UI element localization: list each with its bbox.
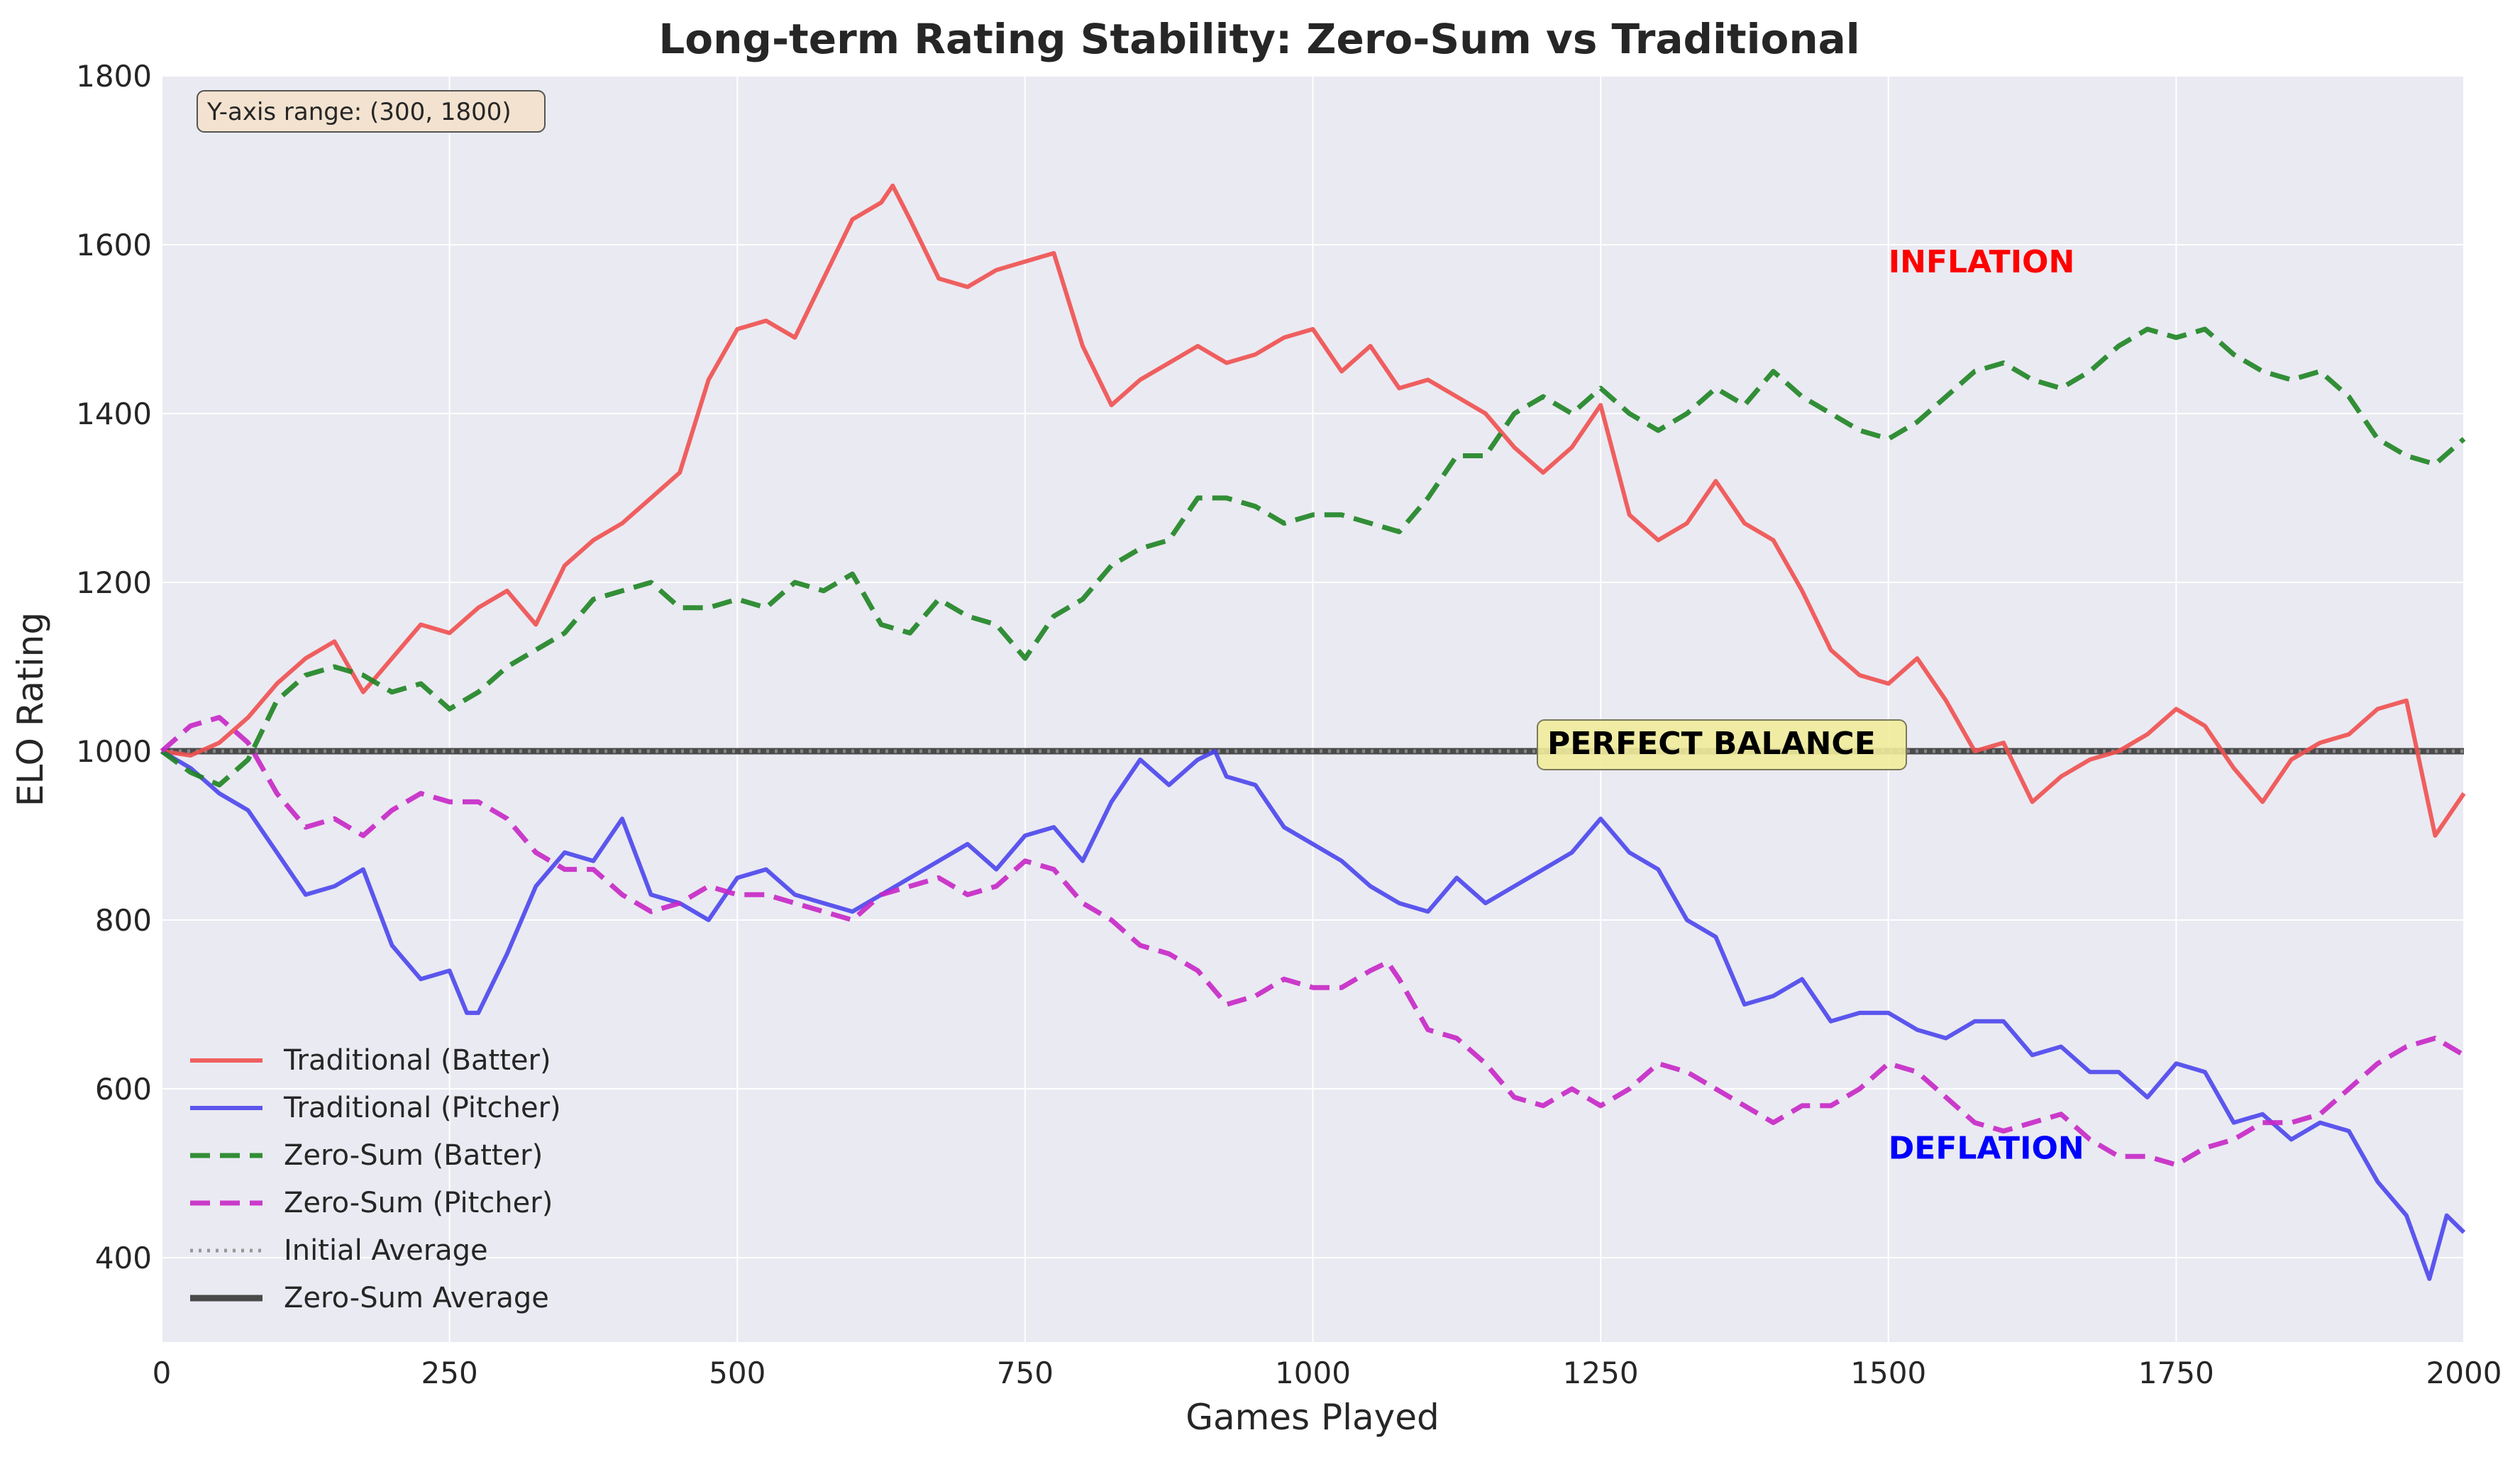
series-zero-sum-batter-line xyxy=(160,326,2466,788)
x-tick-label: 1250 xyxy=(1563,1356,1639,1390)
x-tick-label: 1750 xyxy=(2138,1356,2214,1390)
y-tick-label: 1000 xyxy=(76,734,152,769)
legend-label-zero-sum-average: Zero-Sum Average xyxy=(284,1282,549,1314)
inflation-label: INFLATION xyxy=(1889,244,2075,280)
axis-range-label: Y-axis range: (300, 1800) xyxy=(206,98,512,126)
y-tick-label: 1400 xyxy=(76,397,152,431)
y-tick-label: 400 xyxy=(95,1241,152,1275)
x-tick-label: 1000 xyxy=(1275,1356,1351,1390)
legend-label-zero-sum-pitcher: Zero-Sum (Pitcher) xyxy=(284,1187,553,1219)
y-tick-label: 1800 xyxy=(76,59,152,94)
x-tick-label: 2000 xyxy=(2426,1356,2502,1390)
y-tick-label: 600 xyxy=(95,1072,152,1107)
legend: Traditional (Batter) Traditional (Pitcher… xyxy=(190,1044,561,1314)
x-tick-label: 0 xyxy=(153,1356,172,1390)
series-zero-sum-pitcher-line xyxy=(160,714,2465,1168)
deflation-label: DEFLATION xyxy=(1889,1130,2084,1166)
grid-lines xyxy=(161,75,2465,1342)
y-axis-label: ELO Rating xyxy=(10,612,51,807)
series-traditional-pitcher-line xyxy=(160,749,2466,1281)
x-tick-label: 250 xyxy=(421,1356,478,1390)
y-tick-label: 1600 xyxy=(76,228,152,262)
x-tick-label: 750 xyxy=(997,1356,1054,1390)
legend-label-initial-average: Initial Average xyxy=(284,1234,488,1267)
x-tick-label: 1500 xyxy=(1850,1356,1926,1390)
balance-label: PERFECT BALANCE xyxy=(1547,726,1876,762)
axis-ticks: 0 250 500 750 1000 1250 1500 1750 2000 400 600 800 1… xyxy=(76,59,2502,1390)
legend-label-zero-sum-batter: Zero-Sum (Batter) xyxy=(284,1139,543,1172)
legend-label-traditional-pitcher: Traditional (Pitcher) xyxy=(283,1092,561,1124)
balance-label-box xyxy=(1537,719,1907,770)
y-tick-label: 1200 xyxy=(76,565,152,600)
legend-label-traditional-batter: Traditional (Batter) xyxy=(283,1044,551,1077)
x-axis-label: Games Played xyxy=(1186,1397,1439,1438)
axis-range-box xyxy=(197,90,546,133)
chart-title: Long-term Rating Stability: Zero-Sum vs … xyxy=(658,15,1859,63)
annotations: INFLATION DEFLATION PERFECT BALANCE Y-axis … xyxy=(197,90,2084,1166)
y-tick-label: 800 xyxy=(95,903,152,938)
series-layer xyxy=(160,183,2466,1281)
series-traditional-batter-line xyxy=(161,183,2466,838)
x-tick-label: 500 xyxy=(709,1356,766,1390)
